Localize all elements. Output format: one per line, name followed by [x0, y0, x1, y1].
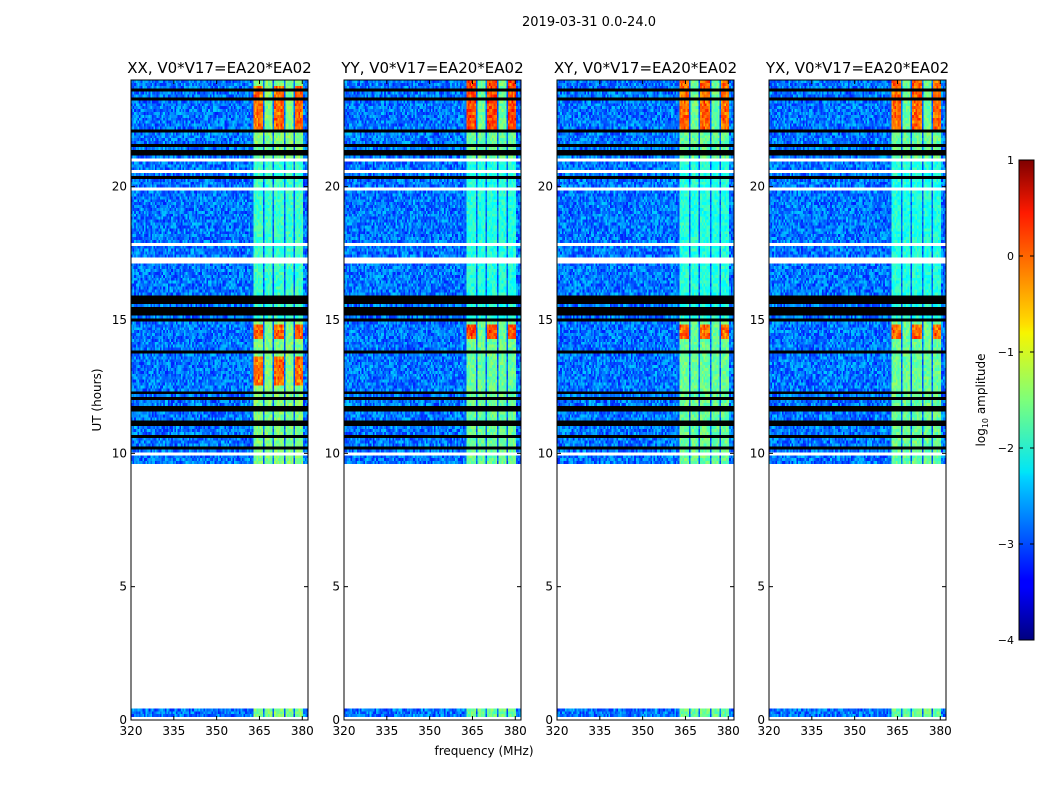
panel-yy: YY, V0*V17=EA20*EA02 320 335 350 365 380 0 5 10 1… — [325, 59, 527, 738]
y-tick-label: 15 — [325, 313, 340, 327]
colorbar-tick-label: −1 — [998, 346, 1014, 359]
y-tick-label: 20 — [538, 180, 553, 194]
y-tick-label: 20 — [112, 180, 127, 194]
colorbar-tick-label: 1 — [1007, 154, 1014, 167]
y-tick-label: 10 — [750, 446, 765, 460]
x-tick-label: 380 — [929, 724, 952, 738]
x-tick-label: 335 — [162, 724, 185, 738]
panel-title: YY, V0*V17=EA20*EA02 — [340, 59, 523, 77]
colorbar-tick-label: 0 — [1007, 250, 1014, 263]
y-tick-label: 10 — [112, 446, 127, 460]
y-tick-label: 10 — [325, 446, 340, 460]
colorbar-label-subscript: 10 — [981, 418, 990, 428]
colorbar-label-prefix: log — [974, 428, 988, 446]
plot-frame — [556, 79, 735, 721]
panel-title: XY, V0*V17=EA20*EA02 — [554, 59, 737, 77]
y-tick-label: 20 — [750, 180, 765, 194]
y-tick-label: 0 — [757, 713, 765, 727]
y-tick-label: 15 — [112, 313, 127, 327]
panels: XX, V0*V17=EA20*EA02 320 335 350 365 380 0 5 10 1… — [112, 59, 952, 738]
panel-yx: YX, V0*V17=EA20*EA02 320 335 350 365 380 0 5 10 1… — [750, 59, 952, 738]
y-tick-label: 0 — [545, 713, 553, 727]
colorbar-label: log10 amplitude — [974, 354, 990, 447]
y-tick-label: 5 — [545, 580, 553, 594]
x-tick-label: 365 — [886, 724, 909, 738]
y-tick-label: 5 — [119, 580, 127, 594]
heatmap-image — [557, 80, 734, 720]
plot-frame — [343, 79, 522, 721]
colorbar-tick-label: −2 — [998, 442, 1014, 455]
colorbar: 10−1−2−3−4 log10 amplitude — [974, 154, 1035, 647]
x-tick-label: 380 — [291, 724, 314, 738]
x-tick-label: 365 — [461, 724, 484, 738]
colorbar-ticks: 1 0 −1 −2 −3 −4 — [998, 154, 1034, 647]
x-tick-label: 320 — [546, 724, 569, 738]
colorbar-gradient — [1018, 159, 1035, 641]
colorbar-tick-label: −3 — [998, 538, 1014, 551]
panel-title: YX, V0*V17=EA20*EA02 — [765, 59, 949, 77]
y-tick-label: 15 — [750, 313, 765, 327]
y-tick-label: 0 — [119, 713, 127, 727]
y-tick-label: 5 — [757, 580, 765, 594]
x-tick-label: 320 — [120, 724, 143, 738]
heatmap-image — [344, 80, 521, 720]
x-tick-label: 365 — [674, 724, 697, 738]
x-tick-label: 365 — [248, 724, 271, 738]
panel-title: XX, V0*V17=EA20*EA02 — [127, 59, 311, 77]
y-tick-label: 0 — [332, 713, 340, 727]
panel-xy: XY, V0*V17=EA20*EA02 320 335 350 365 380 0 5 10 1… — [538, 59, 740, 738]
y-axis-label: UT (hours) — [90, 368, 104, 431]
x-tick-label: 320 — [758, 724, 781, 738]
y-tick-label: 15 — [538, 313, 553, 327]
heatmap-image — [131, 80, 308, 720]
x-tick-label: 380 — [717, 724, 740, 738]
figure-suptitle: 2019-03-31 0.0-24.0 — [522, 15, 656, 30]
plot-frame — [130, 79, 309, 721]
panel-xx: XX, V0*V17=EA20*EA02 320 335 350 365 380 0 5 10 1… — [112, 59, 314, 738]
x-tick-label: 320 — [333, 724, 356, 738]
y-tick-label: 5 — [332, 580, 340, 594]
colorbar-label-suffix: amplitude — [974, 354, 988, 418]
plot-frame — [768, 79, 947, 721]
x-tick-label: 335 — [588, 724, 611, 738]
x-tick-label: 380 — [504, 724, 527, 738]
x-tick-label: 335 — [375, 724, 398, 738]
x-tick-label: 350 — [843, 724, 866, 738]
y-tick-label: 10 — [538, 446, 553, 460]
x-tick-label: 350 — [205, 724, 228, 738]
x-tick-label: 350 — [631, 724, 654, 738]
heatmap-image — [769, 80, 946, 720]
x-tick-label: 335 — [800, 724, 823, 738]
y-tick-label: 20 — [325, 180, 340, 194]
x-tick-label: 350 — [418, 724, 441, 738]
colorbar-tick-label: −4 — [998, 634, 1014, 647]
x-axis-label: frequency (MHz) — [434, 744, 533, 758]
